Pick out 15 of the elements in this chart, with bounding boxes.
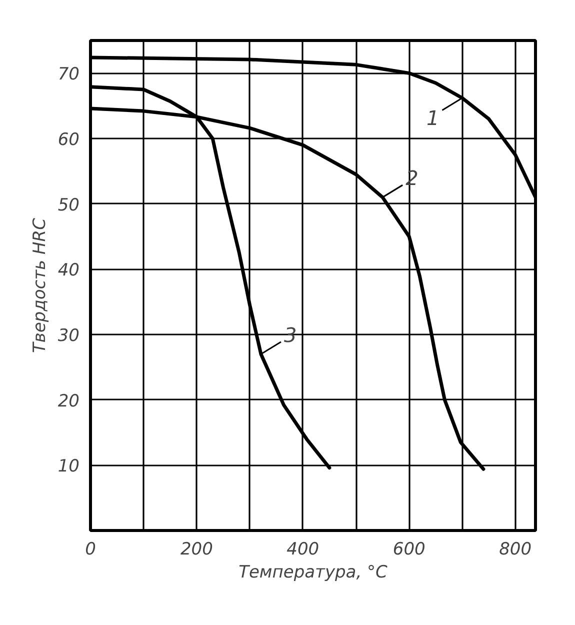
- x-tick-label: 0: [85, 540, 96, 560]
- y-tick-label: 70: [58, 64, 80, 85]
- x-tick-label: 600: [392, 540, 426, 560]
- x-tick-label: 400: [286, 540, 320, 560]
- y-tick-label: 10: [58, 456, 80, 477]
- x-axis-title: Температура, °C: [238, 562, 388, 582]
- y-tick-label: 50: [58, 195, 80, 216]
- x-tick-label: 800: [499, 540, 532, 560]
- annotation: 1: [426, 106, 440, 130]
- y-axis-title: Твердость HRC: [30, 218, 50, 353]
- y-tick-label: 20: [58, 391, 80, 412]
- y-tick-label: 30: [58, 326, 80, 346]
- x-tick-label: 200: [180, 540, 213, 560]
- y-tick-label: 40: [58, 260, 80, 281]
- y-tick-label: 60: [58, 130, 80, 150]
